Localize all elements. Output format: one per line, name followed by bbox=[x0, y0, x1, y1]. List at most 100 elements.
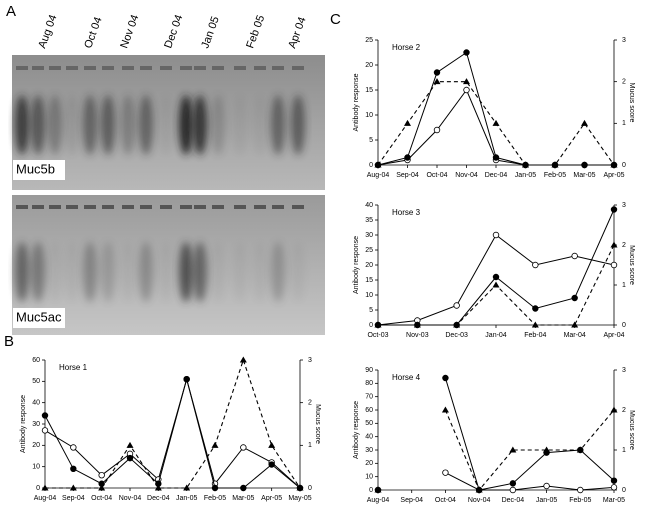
y2-tick-label: 1 bbox=[622, 447, 626, 454]
blot-label: Muc5ac bbox=[16, 309, 62, 324]
y2-tick-label: 3 bbox=[622, 37, 626, 44]
gel-well bbox=[122, 66, 134, 70]
chart-title: Horse 1 bbox=[59, 363, 88, 372]
y-tick-label: 25 bbox=[365, 37, 373, 44]
data-point bbox=[577, 486, 584, 494]
y-tick-label: 10 bbox=[32, 464, 40, 471]
y-tick-label: 30 bbox=[32, 421, 40, 428]
y-tick-label: 10 bbox=[365, 292, 373, 299]
gel-well bbox=[49, 205, 61, 209]
y-tick-label: 20 bbox=[365, 62, 373, 69]
gel-well bbox=[160, 66, 172, 70]
x-tick-label: Mar-04 bbox=[564, 332, 586, 339]
y-tick-label: 35 bbox=[365, 217, 373, 224]
y2-tick-label: 2 bbox=[308, 400, 312, 407]
data-point bbox=[509, 486, 517, 494]
data-point bbox=[543, 446, 551, 453]
gel-well bbox=[102, 205, 114, 209]
y-tick-label: 80 bbox=[365, 380, 373, 387]
blot-label-bg bbox=[13, 308, 65, 328]
gel-well bbox=[32, 205, 44, 209]
y2-tick-label: 0 bbox=[622, 322, 626, 329]
x-tick-label: Apr-05 bbox=[261, 495, 282, 502]
data-point bbox=[442, 469, 449, 476]
gel-smear bbox=[233, 242, 247, 302]
gel-well bbox=[254, 66, 266, 70]
y2-tick-label: 2 bbox=[622, 79, 626, 86]
y2-tick-label: 3 bbox=[308, 357, 312, 364]
data-point bbox=[509, 446, 517, 453]
data-point bbox=[374, 486, 382, 493]
data-point bbox=[374, 161, 382, 168]
data-point bbox=[239, 356, 247, 363]
data-point bbox=[183, 376, 190, 383]
gel-images: Aug 04 Oct 04 Nov 04 Dec 04 Jan 05 Feb 05 Apr … bbox=[12, 13, 325, 335]
data-point bbox=[543, 482, 550, 490]
x-tick-label: Mar-05 bbox=[573, 172, 595, 179]
data-point bbox=[98, 472, 105, 479]
x-tick-label: Sep-04 bbox=[400, 497, 423, 504]
y-axis-label: Antibody response bbox=[353, 236, 360, 294]
x-tick-label: Apr-05 bbox=[603, 172, 624, 179]
gel-well bbox=[84, 205, 96, 209]
data-point bbox=[453, 302, 460, 309]
series-line bbox=[377, 51, 614, 166]
data-point bbox=[404, 119, 411, 126]
x-tick-label: Jan-05 bbox=[515, 172, 537, 179]
data-point bbox=[576, 446, 584, 453]
gel-smear bbox=[101, 242, 115, 302]
data-point bbox=[126, 441, 134, 448]
y-axis-label: Antibody response bbox=[20, 395, 27, 453]
gel-smear bbox=[253, 242, 267, 302]
gel-well bbox=[292, 205, 304, 209]
series-line bbox=[44, 377, 301, 489]
gel-well bbox=[84, 66, 96, 70]
y-tick-label: 15 bbox=[365, 277, 373, 284]
lane-label: Nov 04 bbox=[118, 13, 141, 50]
data-point bbox=[41, 427, 49, 434]
y2-tick-label: 0 bbox=[622, 162, 626, 169]
y-tick-label: 20 bbox=[32, 442, 40, 449]
y-tick-label: 10 bbox=[365, 474, 373, 481]
y-tick-label: 40 bbox=[365, 434, 373, 441]
data-point bbox=[98, 484, 106, 491]
y-tick-label: 0 bbox=[369, 162, 373, 169]
data-point bbox=[296, 484, 304, 491]
data-point bbox=[492, 154, 500, 161]
data-point bbox=[433, 78, 441, 85]
y-tick-label: 20 bbox=[365, 262, 373, 269]
data-point bbox=[610, 241, 618, 248]
data-point bbox=[492, 231, 500, 239]
y-tick-label: 60 bbox=[365, 407, 373, 414]
y-tick-label: 30 bbox=[365, 232, 373, 239]
data-point bbox=[492, 281, 500, 288]
gel-smear bbox=[48, 242, 62, 302]
gel-smear bbox=[48, 95, 62, 155]
series-line bbox=[444, 377, 615, 491]
data-point bbox=[532, 305, 539, 312]
data-point bbox=[571, 321, 579, 328]
x-tick-label: Feb-05 bbox=[204, 495, 226, 502]
blot-label-bg bbox=[13, 160, 65, 180]
chart-title: Horse 4 bbox=[392, 373, 421, 382]
y-tick-label: 0 bbox=[36, 485, 40, 492]
gel-well bbox=[292, 66, 304, 70]
gel-well bbox=[272, 66, 284, 70]
x-tick-label: Sep-04 bbox=[396, 172, 419, 179]
series-line bbox=[377, 88, 614, 166]
lane-label: Jan 05 bbox=[199, 15, 222, 50]
data-point bbox=[433, 126, 441, 134]
line-chart: 0 10 20 30 40 50 60 70 80 90 0 1 2 3 Aug-04 Sep-04 Oct-0… bbox=[353, 367, 635, 504]
gel-smear bbox=[159, 95, 173, 155]
data-point bbox=[433, 69, 441, 76]
gel-well bbox=[234, 205, 246, 209]
gel-smear bbox=[159, 242, 173, 302]
data-point bbox=[41, 412, 49, 419]
data-point bbox=[581, 119, 588, 126]
y-tick-label: 50 bbox=[365, 420, 373, 427]
blot-label: Muc5b bbox=[16, 161, 55, 176]
x-tick-label: Nov-04 bbox=[468, 497, 491, 504]
y2-tick-label: 1 bbox=[622, 282, 626, 289]
data-point bbox=[492, 273, 500, 281]
